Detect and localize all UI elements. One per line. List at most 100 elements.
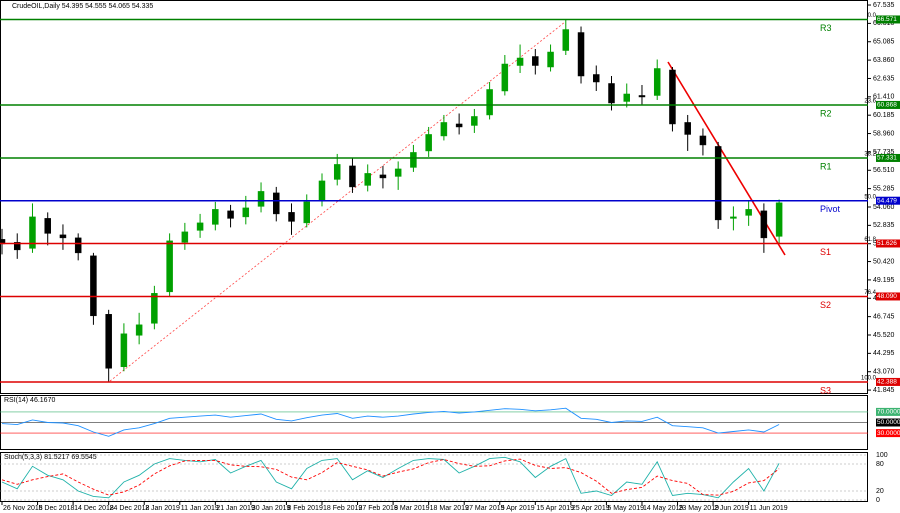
candle-body [516, 57, 524, 66]
candle-body [196, 222, 204, 231]
candle-body [212, 209, 219, 225]
y-tick-label: 41.845 [873, 387, 895, 394]
fib-label: 61.8 [864, 237, 876, 243]
candle-body [257, 191, 265, 207]
level-value: 48.090 [877, 293, 897, 300]
x-tick-label: 27 Feb 2019 [359, 505, 398, 512]
candle-body [166, 240, 173, 293]
candle-body [547, 51, 554, 68]
level-value: 66.571 [877, 16, 897, 23]
x-tick-label: 25 Apr 2019 [572, 505, 610, 512]
y-tick-label: 100 [876, 452, 888, 459]
candle-body [273, 192, 280, 215]
y-tick-label: 56.510 [873, 167, 895, 174]
x-tick-label: 18 Feb 2019 [323, 505, 362, 512]
fib-label: 38.2 [864, 152, 876, 158]
indicator-line [1, 456, 780, 499]
y-tick-label: 65.085 [873, 39, 895, 46]
y-tick-label: 44.295 [873, 350, 895, 357]
candle-body [242, 207, 250, 218]
candle-body [653, 68, 661, 96]
candle-body [425, 134, 432, 152]
x-tick-label: 21 Jan 2019 [216, 505, 255, 512]
candle-body [714, 146, 722, 221]
x-tick-label: 27 Mar 2019 [465, 505, 504, 512]
x-tick-label: 24 Dec 2018 [110, 505, 150, 512]
y-tick-label: 52.835 [873, 222, 895, 229]
x-tick-label: 14 May 2019 [643, 505, 684, 512]
candle-body [120, 333, 128, 368]
candle-body [562, 29, 570, 51]
y-tick-label: 60.185 [873, 112, 895, 119]
candle-body [532, 56, 539, 66]
x-tick-label: 5 Apr 2019 [501, 505, 535, 512]
candle-body [303, 201, 311, 224]
level-name: R1 [820, 161, 832, 171]
stoch-title: Stoch(5,3,3) 81.5217 69.5545 [4, 454, 97, 461]
x-tick-label: 2 Jan 2019 [145, 505, 180, 512]
candle-body [501, 63, 509, 92]
x-tick-label: 5 Dec 2018 [39, 505, 75, 512]
level-value-box [876, 377, 900, 386]
y-tick-label: 63.860 [873, 57, 895, 64]
candle-body [669, 69, 676, 125]
y-tick-label: 0 [876, 497, 880, 504]
level-value-box [876, 429, 900, 438]
x-tick-label: 23 May 2019 [679, 505, 720, 512]
candle-body [29, 216, 36, 249]
level-name: R3 [820, 23, 832, 33]
x-tick-label: 11 Jun 2019 [750, 505, 788, 512]
fib-line [109, 21, 566, 382]
candle-body [13, 242, 21, 251]
level-value-box [876, 15, 900, 24]
fib-label: 23.6 [864, 99, 876, 105]
y-tick-label: 58.960 [873, 130, 895, 137]
price-panel [0, 0, 868, 394]
y-tick-label: 80 [876, 461, 884, 468]
candle-body [349, 165, 356, 188]
candle-body [486, 89, 493, 116]
level-value-box [876, 418, 900, 427]
candle-body [181, 231, 189, 243]
candle-body [59, 234, 67, 239]
fib-label: 76.4 [864, 290, 876, 296]
x-tick-label: 15 Apr 2019 [536, 505, 574, 512]
level-name: S1 [820, 247, 831, 257]
stoch-panel [0, 452, 868, 502]
y-tick-label: 20 [876, 488, 884, 495]
fib-label: 50.0 [864, 194, 876, 200]
x-tick-label: 2 Jun 2019 [714, 505, 749, 512]
level-value-box [876, 239, 900, 248]
candle-body [745, 209, 752, 216]
level-value-box [876, 196, 900, 205]
candle-body [410, 152, 417, 168]
candle-body [775, 202, 783, 237]
level-value: 57.331 [877, 155, 897, 162]
x-tick-label: 11 Jan 2019 [181, 505, 219, 512]
level-name: S3 [820, 385, 831, 395]
x-tick-label: 8 Mar 2019 [394, 505, 430, 512]
y-tick-label: 54.060 [873, 204, 895, 211]
level-value-box [876, 407, 900, 416]
level-name: S2 [820, 300, 831, 310]
level-value-box [876, 100, 900, 109]
y-tick-label: 55.285 [873, 185, 895, 192]
level-value-box [876, 153, 900, 162]
y-tick-label: 50.420 [873, 258, 895, 265]
candle-body [105, 314, 112, 369]
fib-label: 0.0 [868, 13, 877, 19]
candle-body [623, 93, 630, 102]
level-name: R2 [820, 108, 832, 118]
candle-body [577, 32, 585, 77]
level-value: 42.388 [877, 379, 897, 386]
candle-body [135, 324, 143, 336]
x-tick-label: 30 Jan 2019 [252, 505, 291, 512]
y-tick-label: 67.535 [873, 2, 895, 9]
level-value: 60.868 [877, 102, 897, 109]
y-tick-label: 50.0000 [877, 419, 900, 426]
indicator-line [1, 407, 780, 437]
candle-body [227, 210, 234, 219]
